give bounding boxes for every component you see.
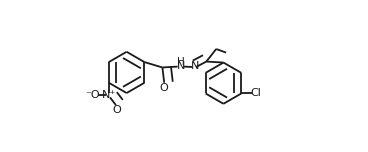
Text: N: N bbox=[177, 61, 185, 71]
Text: O: O bbox=[160, 83, 169, 93]
Text: H: H bbox=[177, 57, 185, 67]
Text: Cl: Cl bbox=[251, 88, 261, 98]
Text: ⁻O: ⁻O bbox=[85, 90, 99, 100]
Text: N⁺: N⁺ bbox=[102, 90, 116, 100]
Text: N: N bbox=[191, 61, 199, 71]
Text: O: O bbox=[113, 105, 121, 115]
